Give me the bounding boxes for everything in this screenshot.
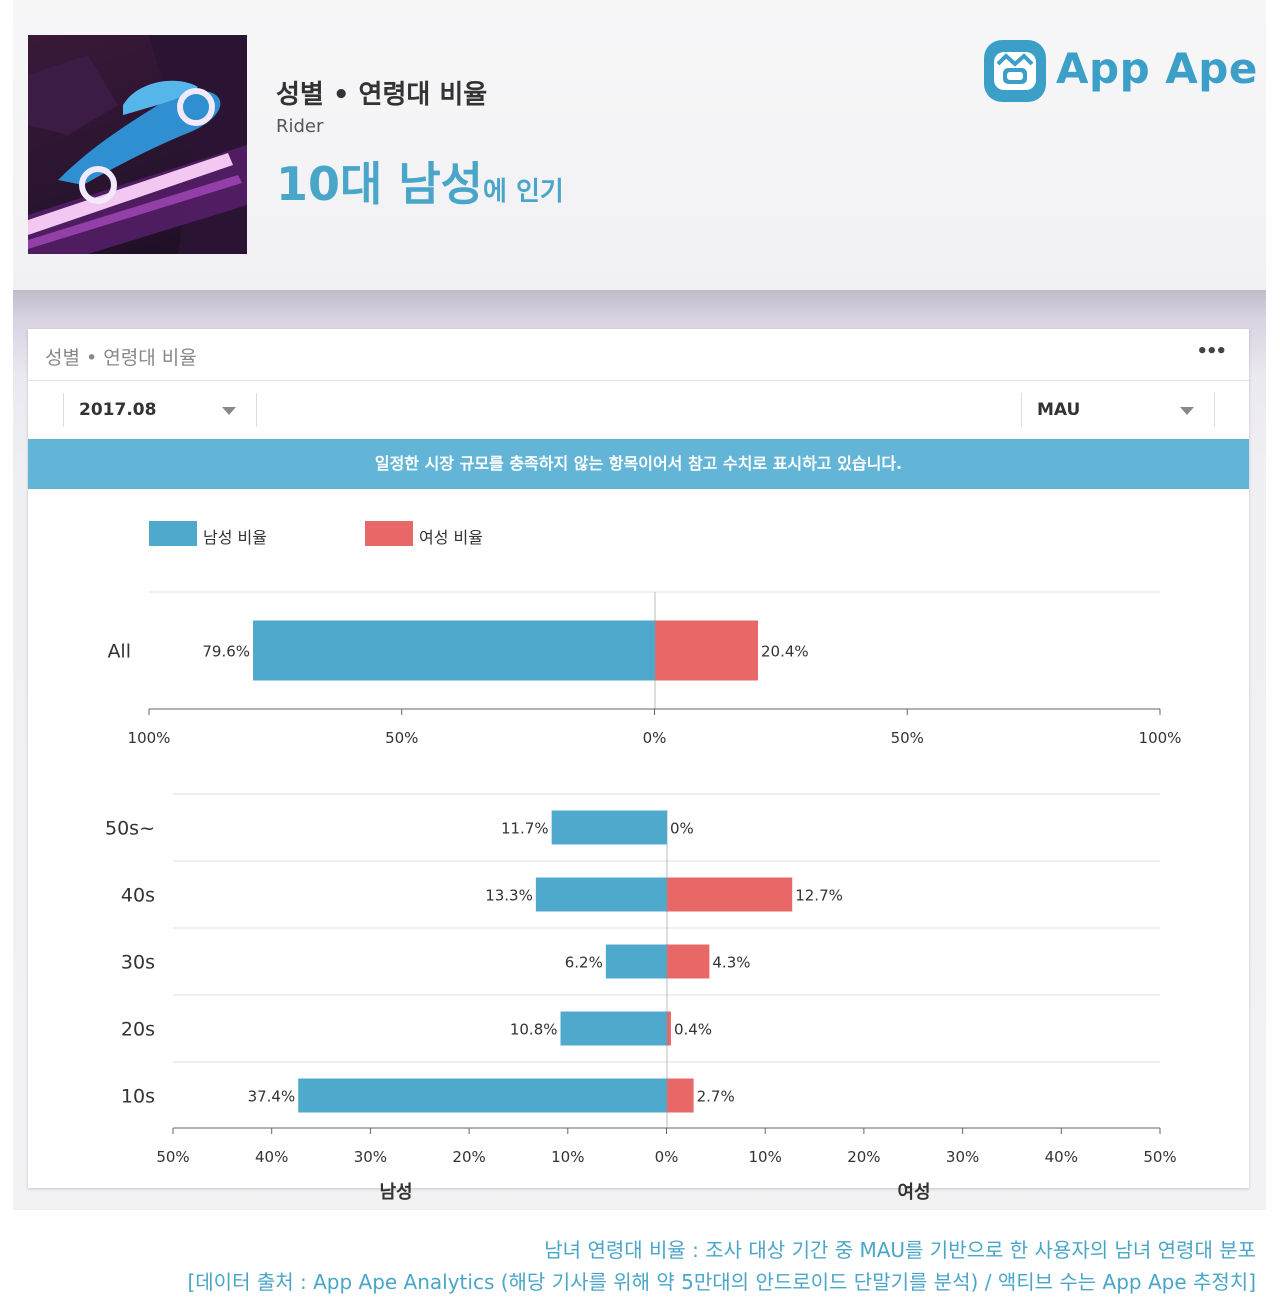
female-value-label: 12.7%	[795, 887, 843, 905]
category-label: 20s	[121, 1019, 155, 1041]
x-label-male: 남성	[379, 1182, 412, 1203]
female-value-label: 0.4%	[674, 1021, 712, 1039]
male-value-label: 11.7%	[501, 820, 549, 838]
legend-swatch-male	[149, 521, 197, 546]
legend-swatch-female	[365, 521, 413, 546]
rider-artwork-icon	[28, 35, 247, 254]
male-bar	[253, 620, 655, 681]
x-tick-label: 10%	[551, 1148, 584, 1166]
x-tick-label: 100%	[1139, 729, 1182, 747]
male-bar	[535, 877, 667, 912]
period-select[interactable]: 2017.08	[63, 393, 257, 427]
category-label: 40s	[121, 885, 155, 907]
x-tick-label: 50%	[156, 1148, 189, 1166]
x-tick-label: 50%	[891, 729, 924, 747]
x-tick-label: 40%	[1045, 1148, 1078, 1166]
legend-label-female: 여성 비율	[419, 528, 483, 547]
x-tick-label: 30%	[354, 1148, 387, 1166]
female-value-label: 2.7%	[697, 1088, 735, 1106]
female-value-label: 20.4%	[761, 643, 809, 661]
chevron-down-icon	[222, 407, 236, 415]
more-options-icon[interactable]: •••	[1196, 341, 1226, 362]
x-tick-label: 20%	[847, 1148, 880, 1166]
x-label-female: 여성	[897, 1182, 930, 1203]
category-label: 30s	[121, 952, 155, 974]
x-tick-label: 0%	[643, 729, 667, 747]
x-tick-label: 0%	[655, 1148, 679, 1166]
male-value-label: 13.3%	[485, 887, 533, 905]
category-label: 10s	[121, 1086, 155, 1108]
app-icon	[28, 35, 247, 254]
category-label: 50s~	[105, 818, 155, 840]
chevron-down-icon	[1180, 407, 1194, 415]
popularity-headline: 10대 남성에 인기	[276, 148, 564, 214]
male-bar	[298, 1078, 667, 1113]
category-label: All	[107, 641, 131, 663]
male-value-label: 79.6%	[202, 643, 250, 661]
app-ape-logo: App Ape	[980, 34, 1257, 108]
metric-select[interactable]: MAU	[1021, 393, 1215, 427]
male-bar	[560, 1011, 667, 1046]
legend-label-male: 남성 비율	[203, 528, 267, 547]
x-tick-label: 50%	[1143, 1148, 1176, 1166]
female-bar	[667, 944, 710, 979]
x-tick-label: 30%	[946, 1148, 979, 1166]
header-title: 성별 • 연령대 비율	[276, 80, 488, 110]
male-bar	[605, 944, 667, 979]
notice-banner: 일정한 시장 규모를 충족하지 않는 항목이어서 참고 수치로 표시하고 있습니…	[28, 439, 1249, 489]
female-value-label: 0%	[670, 820, 694, 838]
filter-toolbar: 2017.08 MAU	[28, 381, 1249, 439]
footer-note: 남녀 연령대 비율 : 조사 대상 기간 중 MAU를 기반으로 한 사용자의 …	[544, 1238, 1256, 1262]
logo-text: App Ape	[1056, 44, 1258, 93]
x-tick-label: 10%	[749, 1148, 782, 1166]
footer-source: [데이터 출처 : App Ape Analytics (해당 기사를 위해 약…	[187, 1270, 1256, 1294]
male-value-label: 37.4%	[248, 1088, 296, 1106]
female-bar	[667, 1078, 694, 1113]
popularity-segment: 10대 남성	[276, 157, 483, 211]
card-title: 성별 • 연령대 비율	[45, 347, 197, 369]
female-bar	[655, 620, 759, 681]
male-bar	[551, 810, 667, 845]
male-value-label: 6.2%	[565, 954, 603, 972]
male-value-label: 10.8%	[510, 1021, 558, 1039]
divider	[28, 380, 1249, 381]
period-value: 2017.08	[79, 400, 157, 420]
x-tick-label: 100%	[128, 729, 171, 747]
female-value-label: 4.3%	[712, 954, 750, 972]
metric-value: MAU	[1037, 400, 1081, 420]
app-name: Rider	[276, 116, 324, 137]
ape-face-icon	[984, 40, 1046, 102]
female-bar	[667, 1011, 671, 1046]
female-bar	[667, 877, 793, 912]
x-tick-label: 20%	[452, 1148, 485, 1166]
popularity-suffix: 에 인기	[483, 177, 564, 207]
x-tick-label: 50%	[385, 729, 418, 747]
x-tick-label: 40%	[255, 1148, 288, 1166]
